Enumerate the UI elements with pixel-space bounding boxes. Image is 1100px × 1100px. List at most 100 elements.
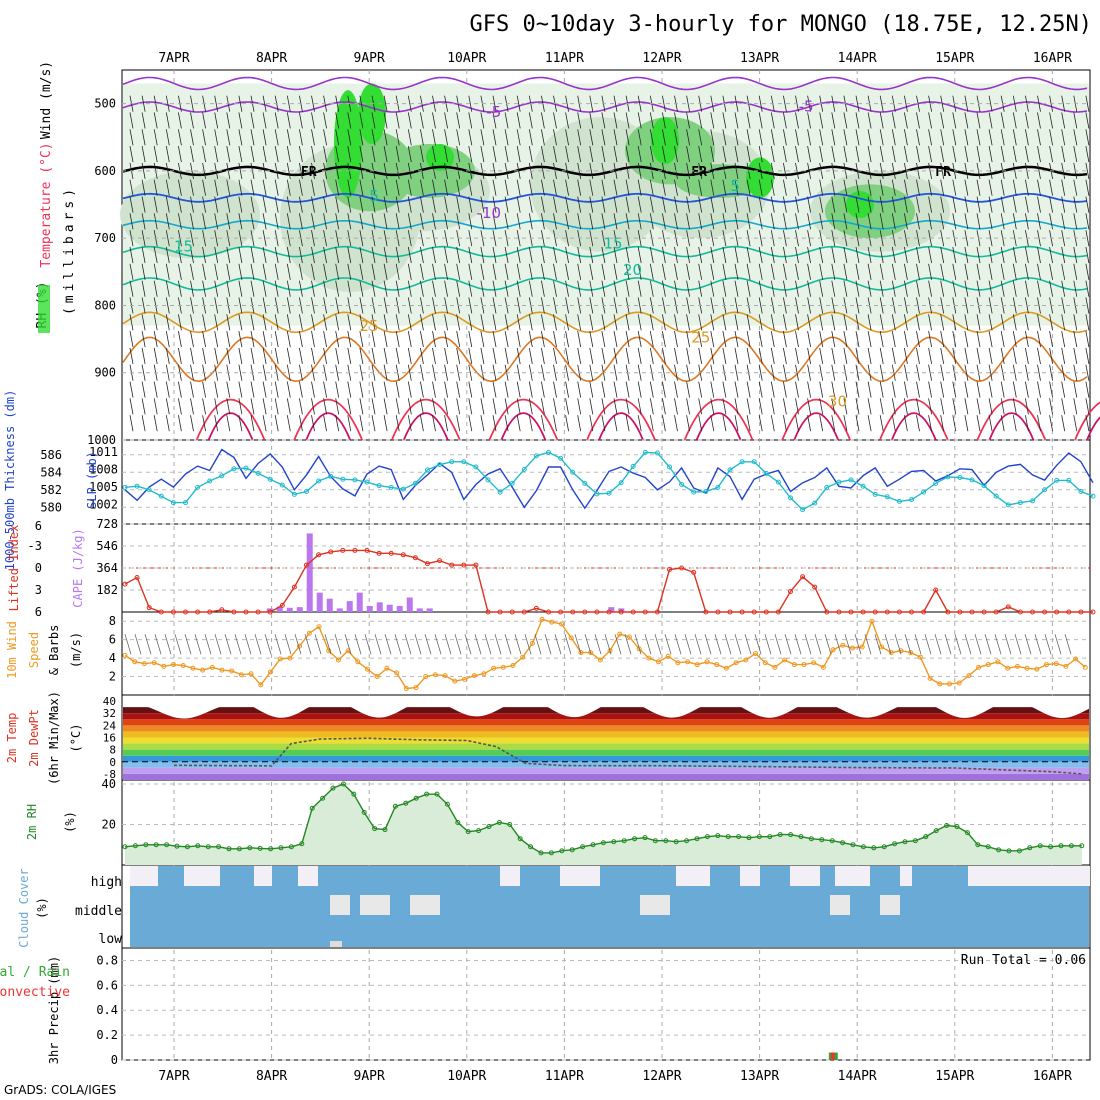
wind-barb (492, 347, 497, 364)
wind-barb (649, 381, 654, 398)
wind-barb (662, 213, 666, 230)
wind-barb (964, 162, 969, 179)
date-label-top: 8APR (256, 51, 287, 66)
slp-line-point (1030, 498, 1035, 504)
wind-barb (492, 213, 497, 230)
slp-line-point (921, 489, 927, 495)
wind-barb (323, 213, 327, 230)
wind-barb (299, 213, 303, 230)
wind-barb (1049, 213, 1053, 230)
wind-barb (867, 112, 872, 129)
wind-barb-10m (464, 634, 472, 655)
wind-barb (662, 162, 666, 179)
wind-barb-10m (454, 634, 462, 655)
wind-barb (335, 415, 340, 432)
wind-barb (698, 129, 703, 146)
wind-barb (722, 415, 727, 432)
wind-barb (601, 196, 606, 213)
lifted-index-line-point (824, 609, 830, 615)
wind-barb-10m (484, 634, 492, 655)
wind-barb (795, 129, 799, 146)
slp-line-point (183, 500, 188, 506)
wind-barb (178, 213, 182, 230)
rh-line-point (143, 842, 149, 848)
wind-barb (262, 347, 267, 364)
wind-barb (492, 280, 497, 297)
wind-barb (299, 146, 303, 163)
wind-barb (722, 213, 727, 230)
wind-barb (976, 196, 981, 213)
slp-line-point (981, 483, 987, 489)
wind-barb (432, 196, 436, 213)
lifted-index-line-point (848, 609, 854, 615)
rh-line-point (205, 844, 211, 850)
wind-barb (565, 415, 569, 432)
wind-barb (589, 230, 594, 247)
wind-barb (165, 347, 170, 364)
wind-speed-line-point (733, 660, 739, 666)
wind-barb (710, 415, 715, 432)
wind-barb (420, 263, 424, 280)
wind-barb (940, 146, 945, 163)
wind-barb (746, 246, 751, 264)
slp-line-point (473, 464, 479, 470)
wind-barb (1085, 162, 1090, 179)
wind-barb (589, 415, 594, 432)
wind-barb (831, 95, 836, 112)
contour-label: 5 (369, 187, 379, 205)
wind-barb (613, 95, 618, 112)
wind-barb (952, 196, 957, 213)
wind-barb (359, 246, 364, 264)
wind-barb (601, 331, 606, 348)
wind-barb (698, 280, 703, 297)
precip-axis-label: 3hr Precip (mm) (47, 956, 61, 1064)
wind-barb (407, 331, 412, 348)
wind-barb (420, 415, 424, 432)
wind-barb (407, 246, 412, 264)
wind-barb (928, 263, 932, 280)
wind-barb (383, 331, 388, 348)
rh-dark-area (675, 164, 765, 198)
isotherm-35-arc (195, 398, 266, 441)
wind-barb (226, 347, 231, 364)
rh-line-point (486, 824, 492, 830)
rh-line-point (808, 836, 814, 842)
lifted-index-line-point (1090, 609, 1096, 615)
wind-barb (637, 196, 642, 213)
wind-barb (456, 280, 461, 297)
wind-barb (734, 331, 739, 348)
slp-line-point (933, 480, 939, 486)
wind-barb (504, 246, 509, 264)
wind-barb (178, 112, 182, 129)
wind-barb (165, 263, 170, 280)
wind-barb (952, 347, 957, 364)
wind-barb (420, 112, 424, 129)
cloud-gap-high (130, 866, 158, 886)
wind-barb (964, 415, 969, 432)
wind-barb (613, 196, 618, 213)
wind-barb (662, 196, 666, 213)
wind-barb (516, 95, 521, 112)
wind-barb-10m (574, 634, 582, 655)
wind-barb (1073, 146, 1078, 163)
wind-barb (867, 280, 872, 297)
contour-label: -10 (477, 204, 502, 222)
wind-barb (359, 381, 364, 398)
wind-barb (323, 415, 327, 432)
cape-bar (396, 605, 403, 612)
wind-barb (492, 331, 497, 348)
wind-barb (407, 263, 412, 280)
wind-barb (964, 112, 969, 129)
wind-barb (129, 112, 134, 129)
wind-barb (1073, 314, 1078, 331)
wind-barb (178, 146, 182, 163)
wind-barb (1061, 398, 1066, 415)
wind-barb (855, 347, 860, 364)
wind-barb (867, 415, 872, 432)
wind-barb (153, 381, 158, 398)
rh-line-point (403, 800, 409, 806)
wind-barb-10m (604, 634, 612, 655)
wind-barb (286, 129, 291, 146)
wind-barb (141, 246, 146, 264)
wind-barb (928, 347, 932, 364)
